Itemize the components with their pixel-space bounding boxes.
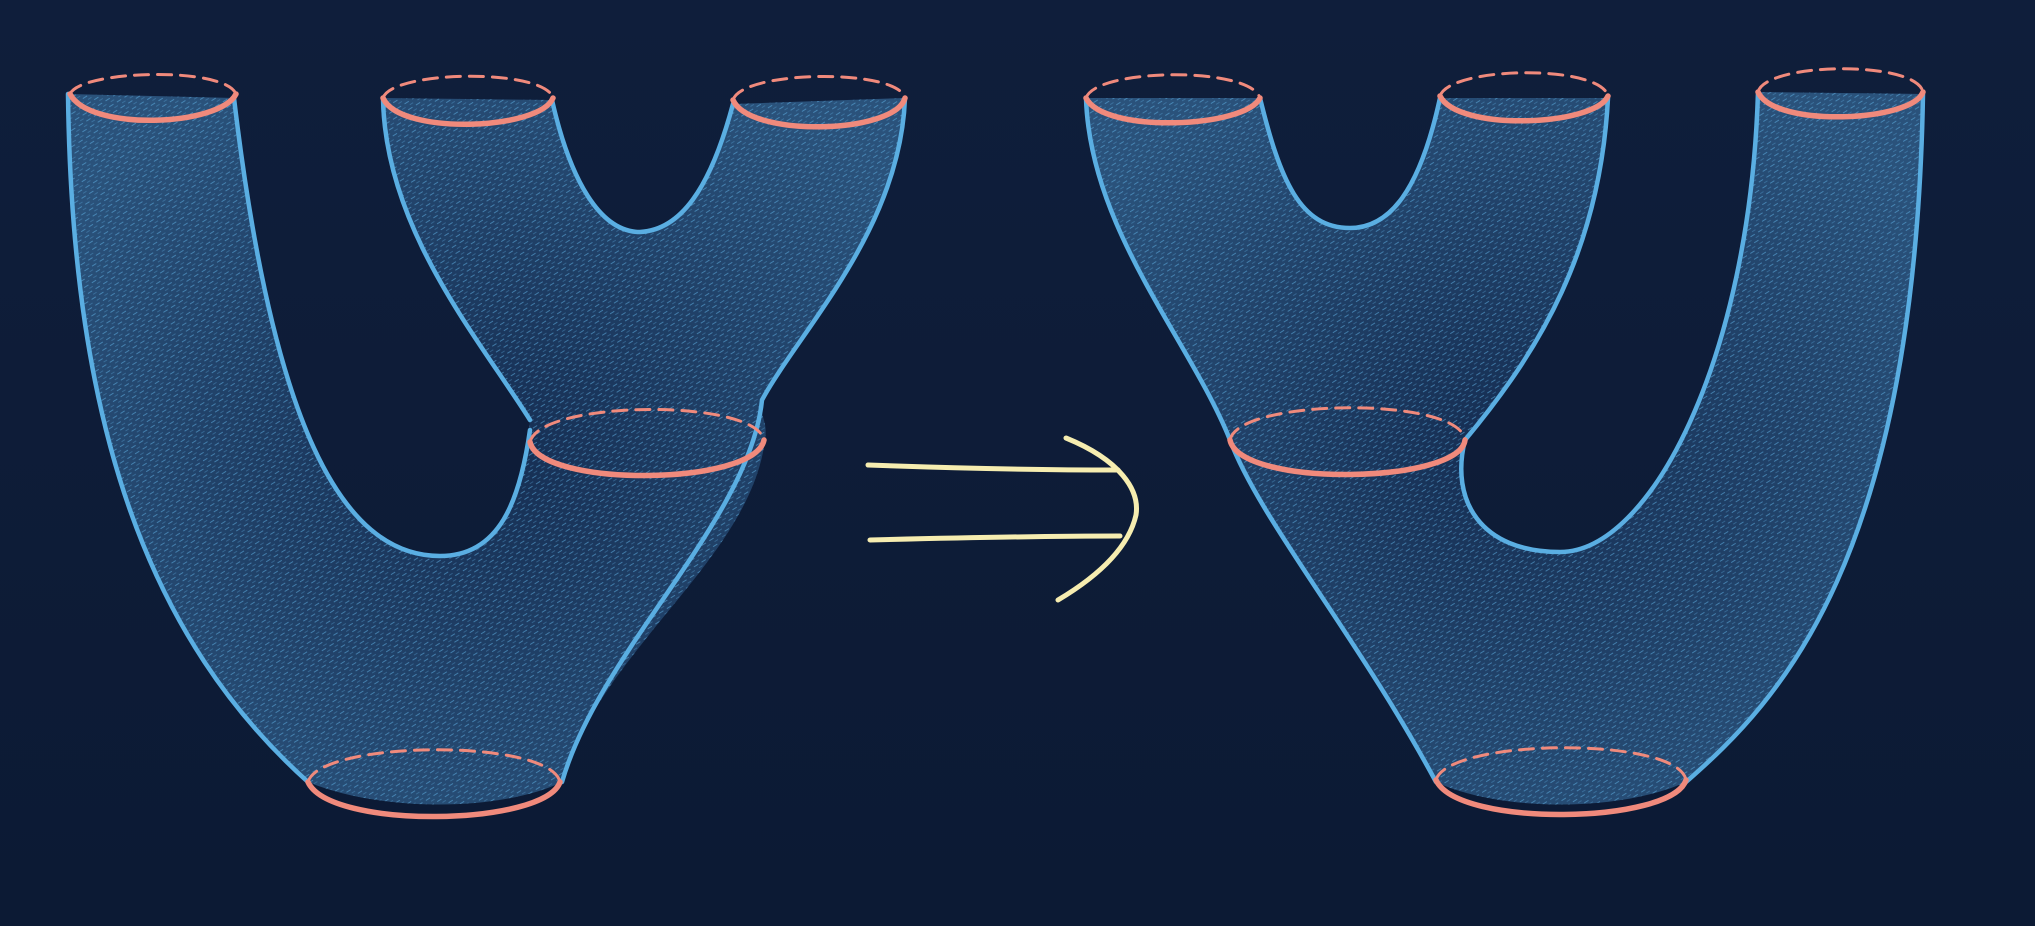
implies-double-arrow-icon: [865, 435, 1139, 603]
left-cobordism: [65, 72, 908, 820]
left-surface-shade: [68, 94, 905, 805]
right-outline-outer-right: [1683, 91, 1926, 785]
right-bottom-circle: [1433, 746, 1689, 818]
right-top-circle-2: [1437, 71, 1611, 124]
left-top-circle-2: [380, 74, 556, 128]
left-bottom-circle: [305, 748, 563, 820]
left-outline-inner-v2: [549, 97, 736, 235]
left-outline-inner-v: [380, 95, 533, 423]
left-outline-outer-right: [559, 95, 908, 785]
right-top-circle-1: [1083, 73, 1263, 126]
right-cobordism: [1083, 67, 1926, 818]
left-outline-outer-left: [65, 91, 311, 785]
right-top-circle-3: [1755, 67, 1926, 120]
right-outline-inner-v: [1257, 95, 1443, 231]
right-cut-circle: [1227, 406, 1468, 478]
left-top-circle-3: [730, 75, 908, 130]
right-outline-inner-v2: [1462, 95, 1611, 443]
left-outline-inner-u: [231, 95, 533, 559]
right-surface-shade: [1086, 92, 1923, 805]
left-cut-circle: [527, 408, 767, 479]
right-outline-inner-u: [1459, 89, 1761, 555]
left-top-circle-1: [67, 72, 239, 124]
